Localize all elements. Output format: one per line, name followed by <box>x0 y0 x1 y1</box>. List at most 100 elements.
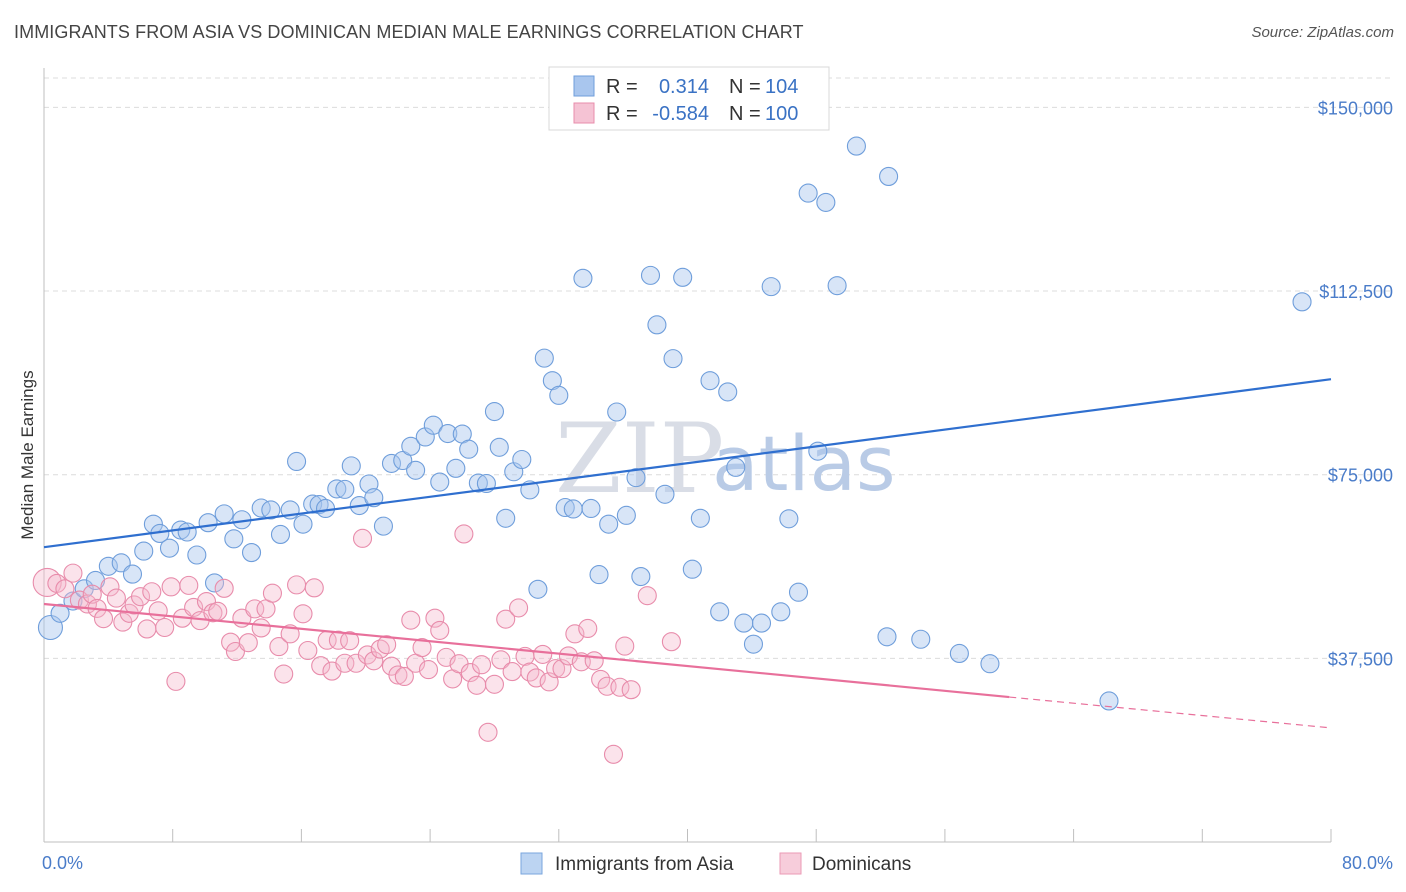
asia-point <box>798 183 818 203</box>
asia-point <box>846 136 866 156</box>
gridlines <box>44 77 1391 659</box>
dominican-point <box>552 659 572 679</box>
asia-point <box>743 634 764 654</box>
asia-point <box>599 514 619 534</box>
dominican-point <box>304 578 324 598</box>
legend-swatch-dominicans <box>573 102 595 124</box>
asia-point <box>573 268 593 288</box>
y-axis-label: Median Male Earnings <box>18 370 37 539</box>
asia-point <box>134 541 154 561</box>
dominican-point <box>166 671 186 691</box>
dominican-point <box>478 722 498 742</box>
asia-point <box>1099 691 1119 711</box>
legend-swatch-asia <box>573 75 595 97</box>
dominican-point <box>546 659 566 679</box>
asia-point <box>393 450 413 471</box>
dominican-point <box>388 665 408 685</box>
dominican-point <box>425 608 445 628</box>
dominican-point <box>603 744 624 764</box>
dominican-point <box>32 567 62 597</box>
asia-point <box>496 508 516 528</box>
dominican-point <box>502 662 522 682</box>
watermark-atlas: atlas <box>712 419 896 508</box>
dominican-point <box>509 598 529 618</box>
asia-point <box>512 449 532 470</box>
dominican-point <box>293 604 313 624</box>
asia-point <box>241 543 262 563</box>
asia-point <box>430 472 450 492</box>
asia-point <box>459 439 479 459</box>
asia-point <box>122 564 143 584</box>
series-legend: Immigrants from Asia Dominicans <box>520 852 911 875</box>
x-tick-label-max: 80.0% <box>1342 853 1393 873</box>
asia-point <box>655 484 675 504</box>
dominican-point <box>269 637 289 657</box>
dominican-point <box>340 631 360 651</box>
dominican-point <box>82 584 102 604</box>
dominican-point <box>394 666 414 687</box>
axes <box>43 68 1332 843</box>
asia-point <box>293 514 313 534</box>
chart-source: Source: ZipAtlas.com <box>1251 24 1394 41</box>
asia-point <box>949 643 969 663</box>
asia-point <box>663 349 683 369</box>
asia-point <box>1292 292 1312 312</box>
legend-n-value-dominicans: 100 <box>765 103 798 125</box>
dominican-point <box>142 582 162 602</box>
asia-point <box>911 629 931 649</box>
dominican-point <box>377 635 397 655</box>
dominican-point <box>179 575 199 595</box>
asia-point <box>335 479 355 499</box>
legend-box <box>548 66 830 131</box>
dominican-point <box>137 619 157 639</box>
legend-r-label-dominicans: R = <box>606 103 638 125</box>
legend-n-label-asia: N = <box>729 76 761 98</box>
asia-point <box>647 315 667 335</box>
asia-point <box>528 579 548 599</box>
asia-point <box>50 603 70 623</box>
dominican-point <box>311 656 331 676</box>
dominican-point <box>621 680 641 700</box>
asia-point <box>534 348 554 368</box>
asia-point <box>788 582 809 602</box>
dominican-point <box>610 677 630 697</box>
bottom-legend-asia: Immigrants from Asia <box>555 854 734 875</box>
legend-r-label-asia: R = <box>606 76 638 98</box>
asia-point <box>484 401 505 422</box>
dominican-point <box>430 620 450 640</box>
asia-point <box>341 456 361 476</box>
dominican-point <box>208 601 228 621</box>
dominican-point <box>280 624 300 644</box>
asia-point <box>438 424 458 444</box>
dominican-point <box>472 655 492 675</box>
dominican-point <box>93 609 114 629</box>
asia-point <box>406 460 426 480</box>
dominican-point <box>100 577 120 597</box>
asia-point <box>177 522 197 542</box>
bottom-legend-swatch-dominicans <box>779 852 802 875</box>
asia-point <box>726 457 746 477</box>
asia-point <box>581 498 601 519</box>
asia-point <box>589 565 609 585</box>
asia-point <box>327 479 347 499</box>
asia-point <box>98 556 118 576</box>
asia-point <box>710 602 730 622</box>
legend-n-label-dominicans: N = <box>729 103 761 125</box>
asia-point <box>555 497 575 518</box>
asia-point <box>364 488 384 508</box>
asia-point <box>980 654 1000 674</box>
dominican-point <box>364 651 384 671</box>
asia-point <box>761 277 781 297</box>
asia-point <box>315 498 336 519</box>
asia-point <box>224 529 244 549</box>
asia-trend-line <box>43 378 1332 549</box>
asia-point <box>214 504 234 524</box>
dominican-trend-extension <box>1009 696 1332 729</box>
dominican-point <box>55 579 75 599</box>
trend-lines <box>43 378 1332 729</box>
chart-title: IMMIGRANTS FROM ASIA VS DOMINICAN MEDIAN… <box>14 22 804 42</box>
dominican-point <box>130 587 151 607</box>
asia-point <box>771 602 791 622</box>
asia-point <box>373 516 393 536</box>
